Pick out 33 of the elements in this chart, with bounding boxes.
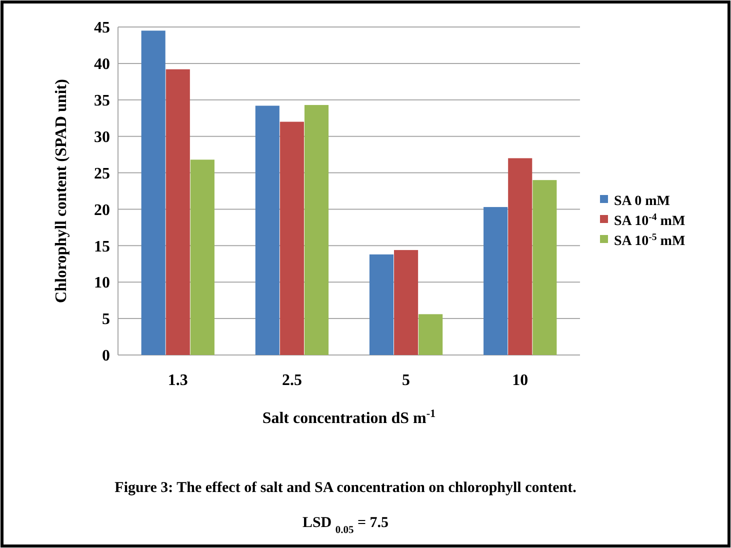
y-tick-label: 5 [102,311,110,328]
bar [141,30,166,355]
bar [304,104,329,355]
y-tick-label: 45 [94,20,110,37]
y-tick-label: 35 [94,92,110,110]
legend-label: SA 10$^{-5}$ mM [614,231,686,249]
y-tick-label: 30 [94,128,110,146]
x-tick-label: 5 [402,372,410,389]
caption: Figure 3: The effect of salt and SA concentration on chlorophyll content. [114,480,577,496]
y-tick-label: 0 [102,348,110,365]
bar [484,207,508,355]
x-tick-label: 1.3 [168,372,188,389]
bar [508,158,532,355]
y-tick-label: 25 [94,165,110,182]
bar [190,160,214,355]
y-axis-title: Chlorophyll content (SPAD unit) [53,79,70,303]
legend-label: SA 0 mM [614,194,670,209]
bar [418,314,443,355]
bar [532,180,557,355]
text: LSD $_{0.05}$ = 7.5 [302,515,389,536]
x-tick-label: 2.5 [282,372,302,389]
y-tick-label: 20 [94,202,110,219]
y-tick-label: 40 [94,56,110,74]
x-tick-label: 10 [512,372,528,389]
x-axis-title: Salt concentration dS m$^{-1}$ [262,408,436,427]
bar [166,69,190,355]
bar [255,106,280,355]
bar [280,122,304,355]
y-tick-label: 15 [94,238,110,256]
bar [369,254,394,355]
legend-label: SA 10$^{-4}$ mM [614,211,686,229]
bar [394,250,418,355]
y-tick-label: 10 [94,274,110,292]
